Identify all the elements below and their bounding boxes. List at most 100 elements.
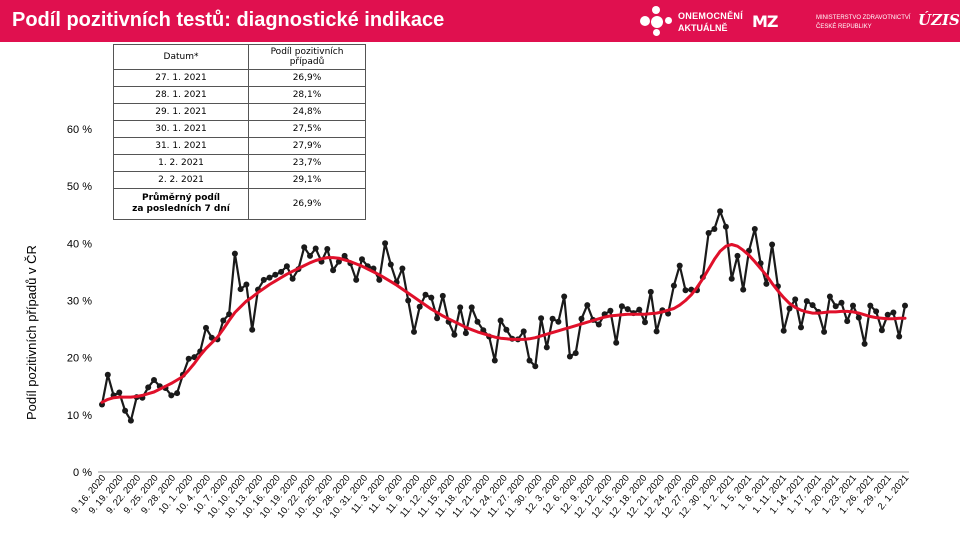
daily-series-point xyxy=(653,328,660,335)
daily-series-point xyxy=(307,252,313,259)
daily-series-point xyxy=(301,244,308,251)
daily-series-point xyxy=(832,303,839,310)
daily-series-point xyxy=(278,268,285,275)
daily-series-point xyxy=(168,392,175,399)
daily-series-point xyxy=(104,371,111,378)
table-header-share-line2: případů xyxy=(289,57,325,67)
table-cell-value: 28,1% xyxy=(248,86,366,104)
daily-series-point xyxy=(711,226,718,232)
daily-series-point xyxy=(734,252,741,259)
table-row: 30. 1. 2021 27,5% xyxy=(113,120,366,138)
daily-series-point xyxy=(884,311,891,318)
daily-series-point xyxy=(399,265,406,272)
daily-series-point xyxy=(359,256,365,263)
table-cell-value: 29,1% xyxy=(248,171,366,189)
daily-series-point xyxy=(792,296,799,303)
daily-series-point xyxy=(503,326,510,333)
daily-series-point xyxy=(116,389,123,396)
daily-series-point xyxy=(226,311,233,318)
daily-series-point xyxy=(416,303,423,310)
daily-series-point xyxy=(803,298,810,305)
daily-series-point xyxy=(272,271,279,278)
table-row: 29. 1. 2021 24,8% xyxy=(113,103,366,121)
daily-series-point xyxy=(838,299,845,306)
page-title: Podíl pozitivních testů: diagnostické in… xyxy=(12,9,445,31)
daily-series-point xyxy=(462,330,469,337)
daily-series-point xyxy=(330,267,337,274)
daily-series-point xyxy=(647,288,654,295)
daily-series-point xyxy=(434,315,441,322)
daily-series-point xyxy=(543,344,550,351)
daily-series-point xyxy=(249,326,256,333)
daily-series-point xyxy=(474,318,481,325)
daily-series-point xyxy=(122,407,129,414)
daily-series-point xyxy=(428,294,435,301)
ministry-mark-logo: MZ xyxy=(752,4,814,38)
logo2-text: MZ xyxy=(752,12,779,31)
daily-series-point xyxy=(821,328,828,335)
header-bar: Podíl pozitivních testů: diagnostické in… xyxy=(0,0,960,42)
daily-series-point xyxy=(676,262,683,269)
ministry-text-logo: MINISTERSTVO ZDRAVOTNICTVÍ ČESKÉ REPUBLI… xyxy=(816,4,911,38)
daily-series-point xyxy=(578,315,585,322)
y-tick-label: 10 % xyxy=(67,410,92,422)
daily-series-point xyxy=(763,280,770,287)
daily-series-point xyxy=(538,315,545,322)
daily-series-line xyxy=(100,210,907,422)
table-average-label-line1: Průměrný podíl xyxy=(141,193,220,203)
daily-series-point xyxy=(203,324,209,331)
logo1-line1: ONEMOCNĚNÍ xyxy=(678,11,744,21)
y-tick-label: 60 % xyxy=(67,124,92,136)
daily-series-point xyxy=(861,340,868,347)
table-cell-date: 1. 2. 2021 xyxy=(113,154,249,172)
daily-series-point xyxy=(878,327,885,334)
y-tick-label: 20 % xyxy=(67,353,92,365)
table-cell-date: 27. 1. 2021 xyxy=(113,69,249,87)
daily-series-point xyxy=(127,417,134,424)
daily-series-point xyxy=(283,263,290,270)
table-cell-value: 27,9% xyxy=(248,137,366,155)
logo3-line2: ČESKÉ REPUBLIKY xyxy=(816,24,872,30)
daily-series-point xyxy=(682,287,689,294)
logo1-line2: AKTUÁLNĚ xyxy=(678,23,728,33)
dots-icon xyxy=(640,6,672,36)
daily-series-point xyxy=(549,315,556,322)
table-cell-date: 28. 1. 2021 xyxy=(113,86,249,104)
table-header-date: Datum* xyxy=(113,44,249,70)
daily-series-point xyxy=(526,357,533,364)
logo4-text: ÚZIS xyxy=(918,11,960,29)
table-row: 28. 1. 2021 28,1% xyxy=(113,86,366,104)
daily-series-point xyxy=(405,297,412,304)
daily-series-point xyxy=(439,292,446,299)
daily-series-point xyxy=(185,355,192,362)
table-average-row: Průměrný podíl za posledních 7 dní 26,9% xyxy=(113,188,366,220)
table-cell-value: 26,9% xyxy=(248,69,366,87)
daily-series-point xyxy=(457,304,464,311)
daily-series-point xyxy=(376,276,383,283)
daily-series-point xyxy=(422,291,429,298)
daily-series-point xyxy=(237,286,244,293)
table-row: 2. 2. 2021 29,1% xyxy=(113,171,366,189)
daily-series-point xyxy=(584,302,591,309)
y-axis-label: Podíl pozitivních případů v ČR xyxy=(24,245,39,420)
daily-series-point xyxy=(451,331,458,338)
table-header-share-line1: Podíl pozitivních xyxy=(270,47,344,57)
daily-series-point xyxy=(595,321,602,328)
table-cell-date: 30. 1. 2021 xyxy=(113,120,249,138)
daily-series-point xyxy=(722,223,729,230)
table-cell-value: 27,5% xyxy=(248,120,366,138)
daily-series-point xyxy=(151,377,157,383)
uzis-logo: ÚZIS xyxy=(918,4,960,38)
daily-series-point xyxy=(266,274,273,281)
daily-series-point xyxy=(468,304,475,311)
logo3-line1: MINISTERSTVO ZDRAVOTNICTVÍ xyxy=(816,15,911,21)
table-cell-value: 24,8% xyxy=(248,103,366,121)
table-cell-date: 2. 2. 2021 xyxy=(113,171,249,189)
y-tick-label: 40 % xyxy=(67,238,92,250)
daily-series-point xyxy=(191,354,198,361)
daily-series-point xyxy=(497,317,504,324)
table-row: 1. 2. 2021 23,7% xyxy=(113,154,366,172)
daily-series-point xyxy=(751,226,758,232)
daily-series-point xyxy=(740,286,747,293)
